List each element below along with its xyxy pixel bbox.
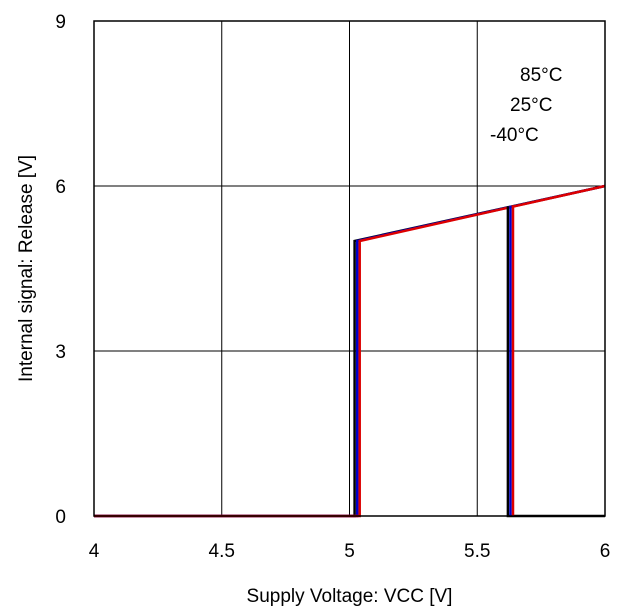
legend-entry: 25°C: [510, 95, 552, 116]
x-tick-labels: 4 4.5 5 5.5 6: [89, 541, 611, 562]
x-tick-label: 4: [89, 541, 100, 562]
y-tick-label: 0: [55, 507, 66, 528]
x-tick-label: 5.5: [464, 541, 490, 562]
x-tick-label: 4.5: [209, 541, 235, 562]
x-tick-label: 6: [600, 541, 611, 562]
y-axis-label: Internal signal: Release [V]: [16, 155, 37, 382]
y-tick-label: 3: [55, 342, 66, 363]
y-tick-labels: 0 3 6 9: [55, 12, 66, 528]
x-axis-label: Supply Voltage: VCC [V]: [247, 586, 453, 607]
legend-entry: 85°C: [520, 65, 562, 86]
legend: 85°C 25°C -40°C: [490, 65, 562, 146]
y-tick-label: 9: [55, 12, 66, 33]
x-tick-label: 5: [344, 541, 355, 562]
legend-entry: -40°C: [490, 125, 539, 146]
plot-frame: [93, 20, 606, 517]
series-line-3: [506, 206, 605, 518]
y-tick-label: 6: [55, 177, 66, 198]
